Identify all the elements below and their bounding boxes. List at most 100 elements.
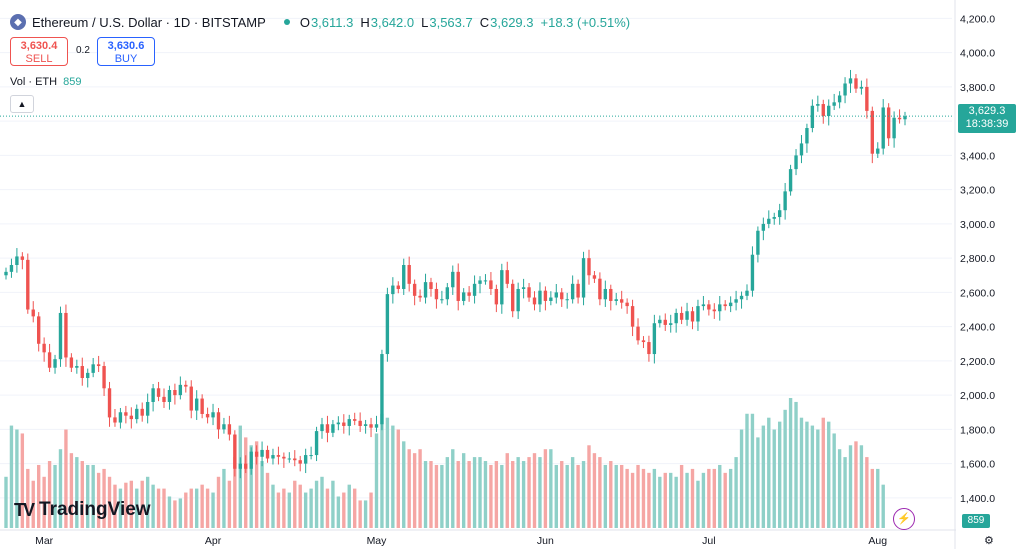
candle-body <box>86 372 90 379</box>
buy-button[interactable]: 3,630.6 BUY <box>97 37 155 66</box>
volume-bar <box>478 457 482 528</box>
gear-icon[interactable]: ⚙ <box>984 535 994 547</box>
volume-legend[interactable]: Vol · ETH 859 <box>10 76 81 88</box>
candle-body <box>483 280 488 282</box>
candle-body <box>511 283 515 312</box>
candle-body <box>303 455 308 464</box>
volume-bar <box>718 464 722 528</box>
volume-bar <box>353 488 357 528</box>
volume-bar <box>761 425 766 528</box>
candle-body <box>581 258 586 298</box>
volume-bar <box>75 457 79 528</box>
candle-body <box>636 326 640 341</box>
chevron-up-icon[interactable]: ▲ <box>10 95 34 113</box>
volume-bar <box>156 488 161 528</box>
volume-bar <box>827 421 831 528</box>
market-status-dot <box>283 19 290 25</box>
low-value: 3,563.7 <box>429 14 473 30</box>
x-tick-label: Jun <box>537 535 554 547</box>
volume-bars <box>4 398 885 528</box>
volume-bar <box>265 472 270 528</box>
candle-body <box>42 343 46 353</box>
candle-body <box>145 401 150 416</box>
candle-body <box>609 288 613 301</box>
symbol-header[interactable]: ◆ Ethereum / U.S. Dollar · 1D · BITSTAMP… <box>10 12 637 32</box>
volume-bar <box>511 461 515 528</box>
volume-bar <box>303 492 308 528</box>
candle-body <box>249 451 253 469</box>
volume-bar <box>407 449 411 528</box>
volume-bar <box>26 468 30 528</box>
candle-body <box>865 86 869 111</box>
candle-body <box>848 78 853 84</box>
candle-body <box>374 424 379 428</box>
x-tick-label: Apr <box>205 535 222 547</box>
lightning-icon[interactable]: ⚡ <box>893 508 915 530</box>
candle-body <box>58 312 63 360</box>
candle-body <box>293 458 297 461</box>
volume-bar <box>412 453 417 528</box>
volume-bar <box>325 488 330 528</box>
candle-body <box>494 288 499 305</box>
candle-body <box>407 265 411 284</box>
tradingview-logo[interactable]: TV TradingView <box>14 499 151 521</box>
volume-bar <box>472 457 477 528</box>
candle-body <box>298 460 302 464</box>
candle-body <box>124 412 128 416</box>
candle-body <box>870 110 874 154</box>
candle-body <box>467 292 471 296</box>
volume-bar <box>783 409 787 528</box>
candle-body <box>788 169 793 192</box>
candle-body <box>173 390 177 396</box>
volume-bar <box>843 457 847 528</box>
candle-body <box>614 299 618 301</box>
volume-bar <box>641 468 646 528</box>
volume-value: 859 <box>63 76 82 88</box>
candle-body <box>777 210 782 218</box>
candle-body <box>816 104 820 106</box>
candle-body <box>189 386 193 411</box>
volume-bar <box>756 437 760 528</box>
y-tick-label: 2,800.0 <box>960 253 995 265</box>
volume-bar <box>298 484 302 528</box>
volume-bar <box>669 472 673 528</box>
candle-body <box>113 417 117 423</box>
candle-body <box>587 258 591 276</box>
last-price-tag: 3,629.3 18:38:39 <box>958 104 1016 133</box>
volume-bar <box>734 457 738 528</box>
volume-bar <box>821 417 825 528</box>
volume-bar <box>794 401 798 528</box>
volume-bar <box>456 461 460 528</box>
sell-button[interactable]: 3,630.4 SELL <box>10 37 68 66</box>
candle-body <box>565 299 569 301</box>
candle-body <box>886 107 891 139</box>
volume-bar <box>396 429 400 528</box>
close-value: 3,629.3 <box>490 14 534 30</box>
volume-bar <box>20 433 25 528</box>
volume-bar <box>445 457 450 528</box>
candle-body <box>805 128 809 144</box>
candle-body <box>783 191 787 211</box>
volume-bar <box>859 445 864 528</box>
candle-body <box>832 102 836 106</box>
candle-body <box>80 366 84 379</box>
candle-body <box>767 218 771 224</box>
volume-bar <box>102 468 106 528</box>
volume-bar <box>854 441 858 528</box>
volume-bar <box>658 476 662 528</box>
volume-bar <box>189 488 193 528</box>
y-tick-label: 2,200.0 <box>960 356 995 368</box>
candle-body <box>156 388 161 397</box>
candle-body <box>347 419 351 426</box>
candle-body <box>505 270 509 284</box>
candle-body <box>102 366 106 389</box>
volume-bar <box>374 433 379 528</box>
volume-bar <box>516 457 520 528</box>
volume-bar <box>521 461 526 528</box>
candle-body <box>538 290 542 305</box>
open-label: O <box>299 14 310 30</box>
y-tick-label: 2,000.0 <box>960 390 995 402</box>
candle-body <box>167 390 172 402</box>
candle-body <box>543 290 548 301</box>
